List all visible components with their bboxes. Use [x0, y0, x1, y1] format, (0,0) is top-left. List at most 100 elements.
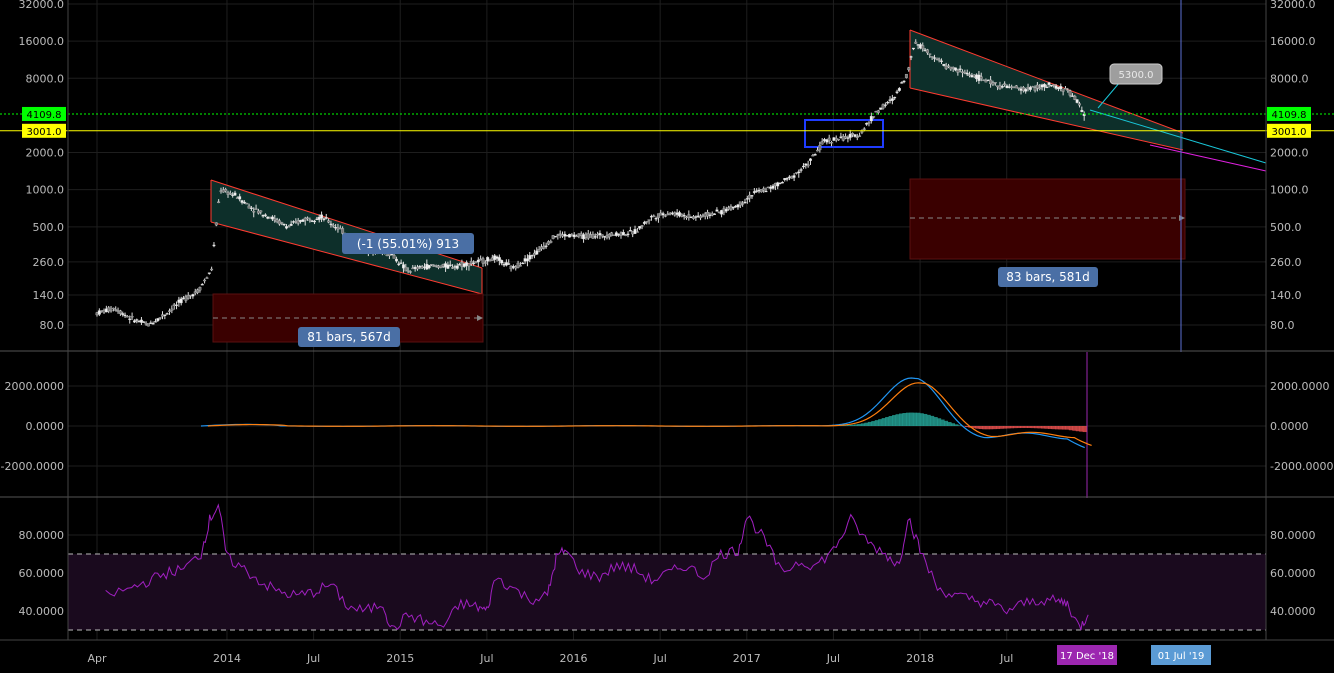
- candle-body: [907, 68, 910, 70]
- candle-body: [531, 255, 534, 256]
- macd-histogram-bar: [878, 419, 882, 426]
- candle-body: [250, 208, 253, 209]
- candle-body: [325, 217, 328, 218]
- candle-body: [994, 82, 997, 83]
- candle-body: [110, 310, 113, 311]
- macd-histogram-bar: [1006, 426, 1010, 428]
- macd-histogram-bar: [902, 413, 906, 426]
- macd-histogram-bar: [857, 424, 861, 426]
- macd-histogram-bar: [934, 417, 938, 426]
- candle-body: [940, 61, 943, 62]
- macd-histogram-bar: [986, 426, 990, 429]
- candle-body: [601, 235, 604, 236]
- candle-body: [1001, 86, 1004, 87]
- candle-body: [797, 172, 800, 173]
- candle-body: [931, 56, 934, 57]
- level-tag-left: 3001.0: [27, 127, 62, 138]
- candle-body: [283, 224, 286, 225]
- x-tick-label: 2018: [906, 652, 934, 665]
- candle-body: [468, 264, 471, 266]
- candle-body: [896, 92, 899, 93]
- candle-body: [472, 263, 475, 264]
- candle-body: [133, 321, 136, 323]
- candle-body: [206, 278, 209, 279]
- macd-histogram-bar: [951, 423, 955, 426]
- x-tick-label: Apr: [87, 652, 107, 665]
- candle-body: [456, 266, 459, 269]
- candle-body: [1074, 96, 1077, 99]
- candle-body: [234, 193, 237, 196]
- price-tick-right: 16000.0: [1270, 35, 1316, 48]
- candle-body: [157, 318, 160, 320]
- macd-histogram-bar: [889, 416, 893, 426]
- candle-body: [781, 182, 784, 183]
- candle-body: [751, 195, 754, 196]
- macd-histogram-bar: [975, 426, 979, 429]
- candle-body: [762, 189, 765, 191]
- candle-body: [809, 159, 812, 161]
- price-tick-right: 260.0: [1270, 256, 1302, 269]
- x-tick-label: Jul: [479, 652, 493, 665]
- candle-body: [409, 271, 412, 272]
- candle-body: [449, 265, 452, 266]
- x-tick-label: Jul: [653, 652, 667, 665]
- candle-body: [252, 211, 255, 212]
- macd-histogram-bar: [937, 418, 941, 426]
- candle-body: [837, 139, 840, 140]
- price-tick-right: 140.0: [1270, 289, 1302, 302]
- candle-body: [142, 322, 145, 323]
- macd-histogram-bar: [979, 426, 983, 429]
- candle-body: [1052, 85, 1055, 86]
- macd-histogram-bar: [896, 414, 900, 426]
- candle-body: [898, 88, 901, 90]
- macd-histogram-bar: [1010, 426, 1014, 428]
- x-tick-label: Jul: [306, 652, 320, 665]
- candle-body: [910, 56, 913, 57]
- macd-histogram-bar: [1045, 426, 1049, 429]
- candle-body: [484, 263, 487, 264]
- candle-body: [594, 236, 597, 237]
- candle-body: [900, 82, 903, 83]
- macd-histogram-bar: [1027, 426, 1031, 428]
- candle-body: [330, 224, 333, 225]
- candle-body: [281, 222, 284, 223]
- price-tick-left: 2000.0: [26, 147, 65, 160]
- macd-histogram-bar: [1065, 426, 1069, 430]
- macd-tick-right: 2000.0000: [1270, 380, 1330, 393]
- macd-histogram-bar: [1017, 426, 1021, 428]
- candle-body: [288, 226, 291, 227]
- macd-histogram-bar: [1013, 426, 1017, 428]
- price-tick-left: 32000.0: [19, 0, 65, 11]
- candle-body: [210, 269, 213, 270]
- candle-body: [641, 225, 644, 226]
- candle-body: [519, 265, 522, 266]
- label-83-bars: 83 bars, 581d: [1006, 270, 1089, 284]
- candle-body: [203, 280, 206, 281]
- macd-histogram-bar: [941, 420, 945, 426]
- candle-body: [327, 221, 330, 222]
- macd-histogram-bar: [1055, 426, 1059, 429]
- macd-histogram-bar: [1058, 426, 1062, 429]
- candle-body: [877, 111, 880, 113]
- macd-tick-right: -2000.0000: [1270, 460, 1333, 473]
- x-tick-label: 2016: [560, 652, 588, 665]
- candle-body: [245, 203, 248, 204]
- candle-body: [147, 324, 150, 327]
- candle-body: [1048, 83, 1051, 85]
- macd-histogram-bar: [1003, 426, 1007, 429]
- macd-histogram-bar: [861, 423, 865, 426]
- candle-body: [863, 129, 866, 130]
- candle-body: [954, 68, 957, 71]
- candle-body: [290, 224, 293, 226]
- macd-histogram-bar: [948, 422, 952, 426]
- macd-histogram-bar: [1048, 426, 1052, 429]
- candle-body: [201, 284, 204, 285]
- candle-body: [821, 142, 824, 145]
- candle-body: [1038, 88, 1041, 89]
- macd-histogram-bar: [892, 415, 896, 426]
- label-pct: (-1 (55.01%) 913: [357, 237, 459, 251]
- macd-histogram-bar: [923, 414, 927, 426]
- candle-body: [1067, 90, 1070, 91]
- macd-histogram-bar: [864, 423, 868, 426]
